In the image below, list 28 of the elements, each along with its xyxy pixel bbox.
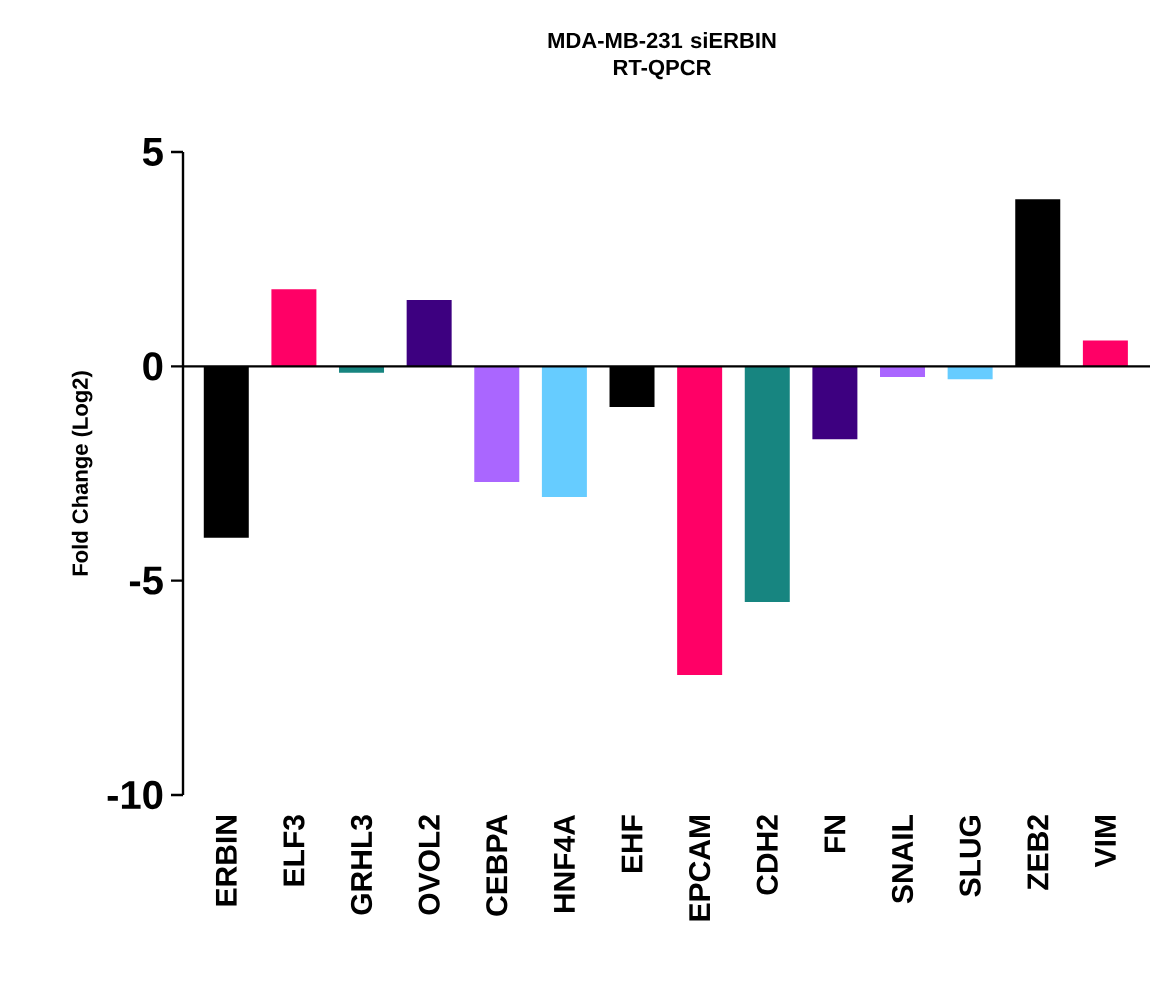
y-tick-label: -10 [107,780,163,810]
bar [812,366,858,440]
y-tick-label: -5 [129,566,163,595]
x-tick-label: SLUG [959,815,981,897]
x-tick-label: ZEB2 [1027,815,1049,890]
x-tick-label: ERBIN [215,816,237,906]
x-tick-label: VIM [1095,816,1116,868]
x-tick-label: EHF [621,815,643,873]
x-tick-label: SNAIL [891,814,914,904]
x-tick-label: FN [824,816,846,853]
x-tick-label: CEBPA [486,814,508,916]
bar [474,366,520,483]
x-tick-label: OVOL2 [418,815,440,915]
bar [271,289,317,367]
bar [677,366,723,675]
x-tick-label: EPCAM [689,816,711,921]
x-tick-label: HNF4A [554,814,575,913]
x-tick-label: GRHL3 [350,815,373,915]
y-axis-title: Fold Change (Log2) [71,371,93,576]
y-tick-label: 5 [142,138,163,166]
chart-title: MDA-MB-231 siERBIN RT-QPCR [548,32,776,80]
x-tick-label: ELF3 [283,815,305,886]
bar [1082,340,1128,367]
x-tick-label: CDH2 [756,815,778,895]
bar [744,366,790,603]
y-tick-label: 0 [143,352,163,381]
bar [541,366,587,498]
bar [406,299,452,367]
